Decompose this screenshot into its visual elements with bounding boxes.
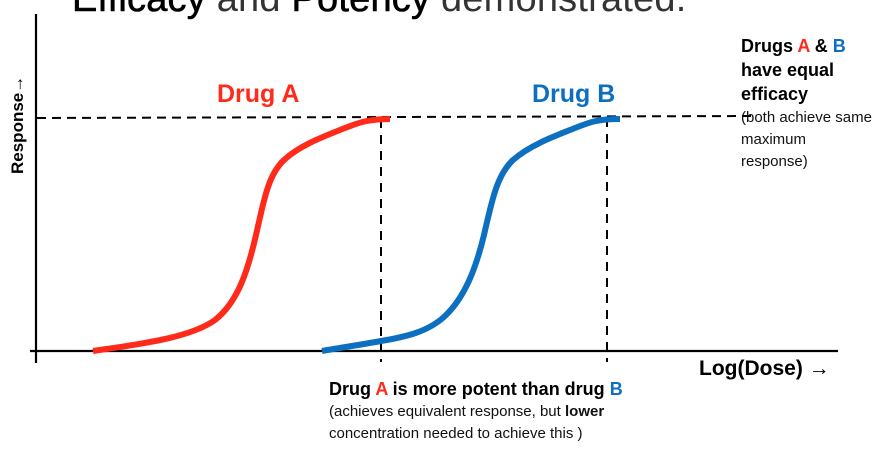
drug-b-ref: B xyxy=(609,379,623,399)
title-efficacy: Efficacy xyxy=(72,0,206,20)
slide-title: Efficacy and Potency demonstrated. xyxy=(72,0,687,21)
potency-note-detail: (achieves equivalent response, but lower… xyxy=(329,401,749,445)
y-axis-label: Response→ xyxy=(8,75,27,174)
potency-text: is more potent than drug xyxy=(387,379,610,399)
title-potency: Potency xyxy=(291,0,430,20)
drug-a-curve xyxy=(92,116,391,354)
title-and: and xyxy=(206,0,292,20)
potency-text: concentration needed to achieve this ) xyxy=(329,425,583,442)
potency-text: (achieves equivalent response, but xyxy=(329,403,565,420)
drug-a-ref: A xyxy=(797,36,810,56)
efficacy-text: efficacy xyxy=(741,84,809,104)
efficacy-note: Drugs A & B have equal efficacy (both ac… xyxy=(741,34,876,173)
max-response-guide xyxy=(36,115,757,119)
potency-note: Drug A is more potent than drug B (achie… xyxy=(329,377,749,445)
efficacy-text: & xyxy=(809,36,833,56)
title-demonstrated: demonstrated. xyxy=(430,0,686,20)
potency-note-heading: Drug A is more potent than drug B xyxy=(329,377,749,401)
efficacy-text: Drugs xyxy=(741,36,798,56)
potency-emphasis: lower xyxy=(564,403,605,420)
drug-b-label: Drug B xyxy=(532,80,616,108)
efficacy-note-heading: Drugs A & B have equal efficacy xyxy=(741,34,876,106)
drug-a-ref: A xyxy=(375,379,388,399)
drug-b-curve xyxy=(321,116,621,354)
drug-b-ref: B xyxy=(832,36,846,56)
x-axis-label: Log(Dose) → xyxy=(699,357,830,380)
drug-a-label: Drug A xyxy=(217,80,300,108)
efficacy-text: have equal xyxy=(741,60,835,80)
efficacy-note-detail: (both achieve same maximum response) xyxy=(741,109,872,170)
potency-text: Drug xyxy=(329,379,376,399)
